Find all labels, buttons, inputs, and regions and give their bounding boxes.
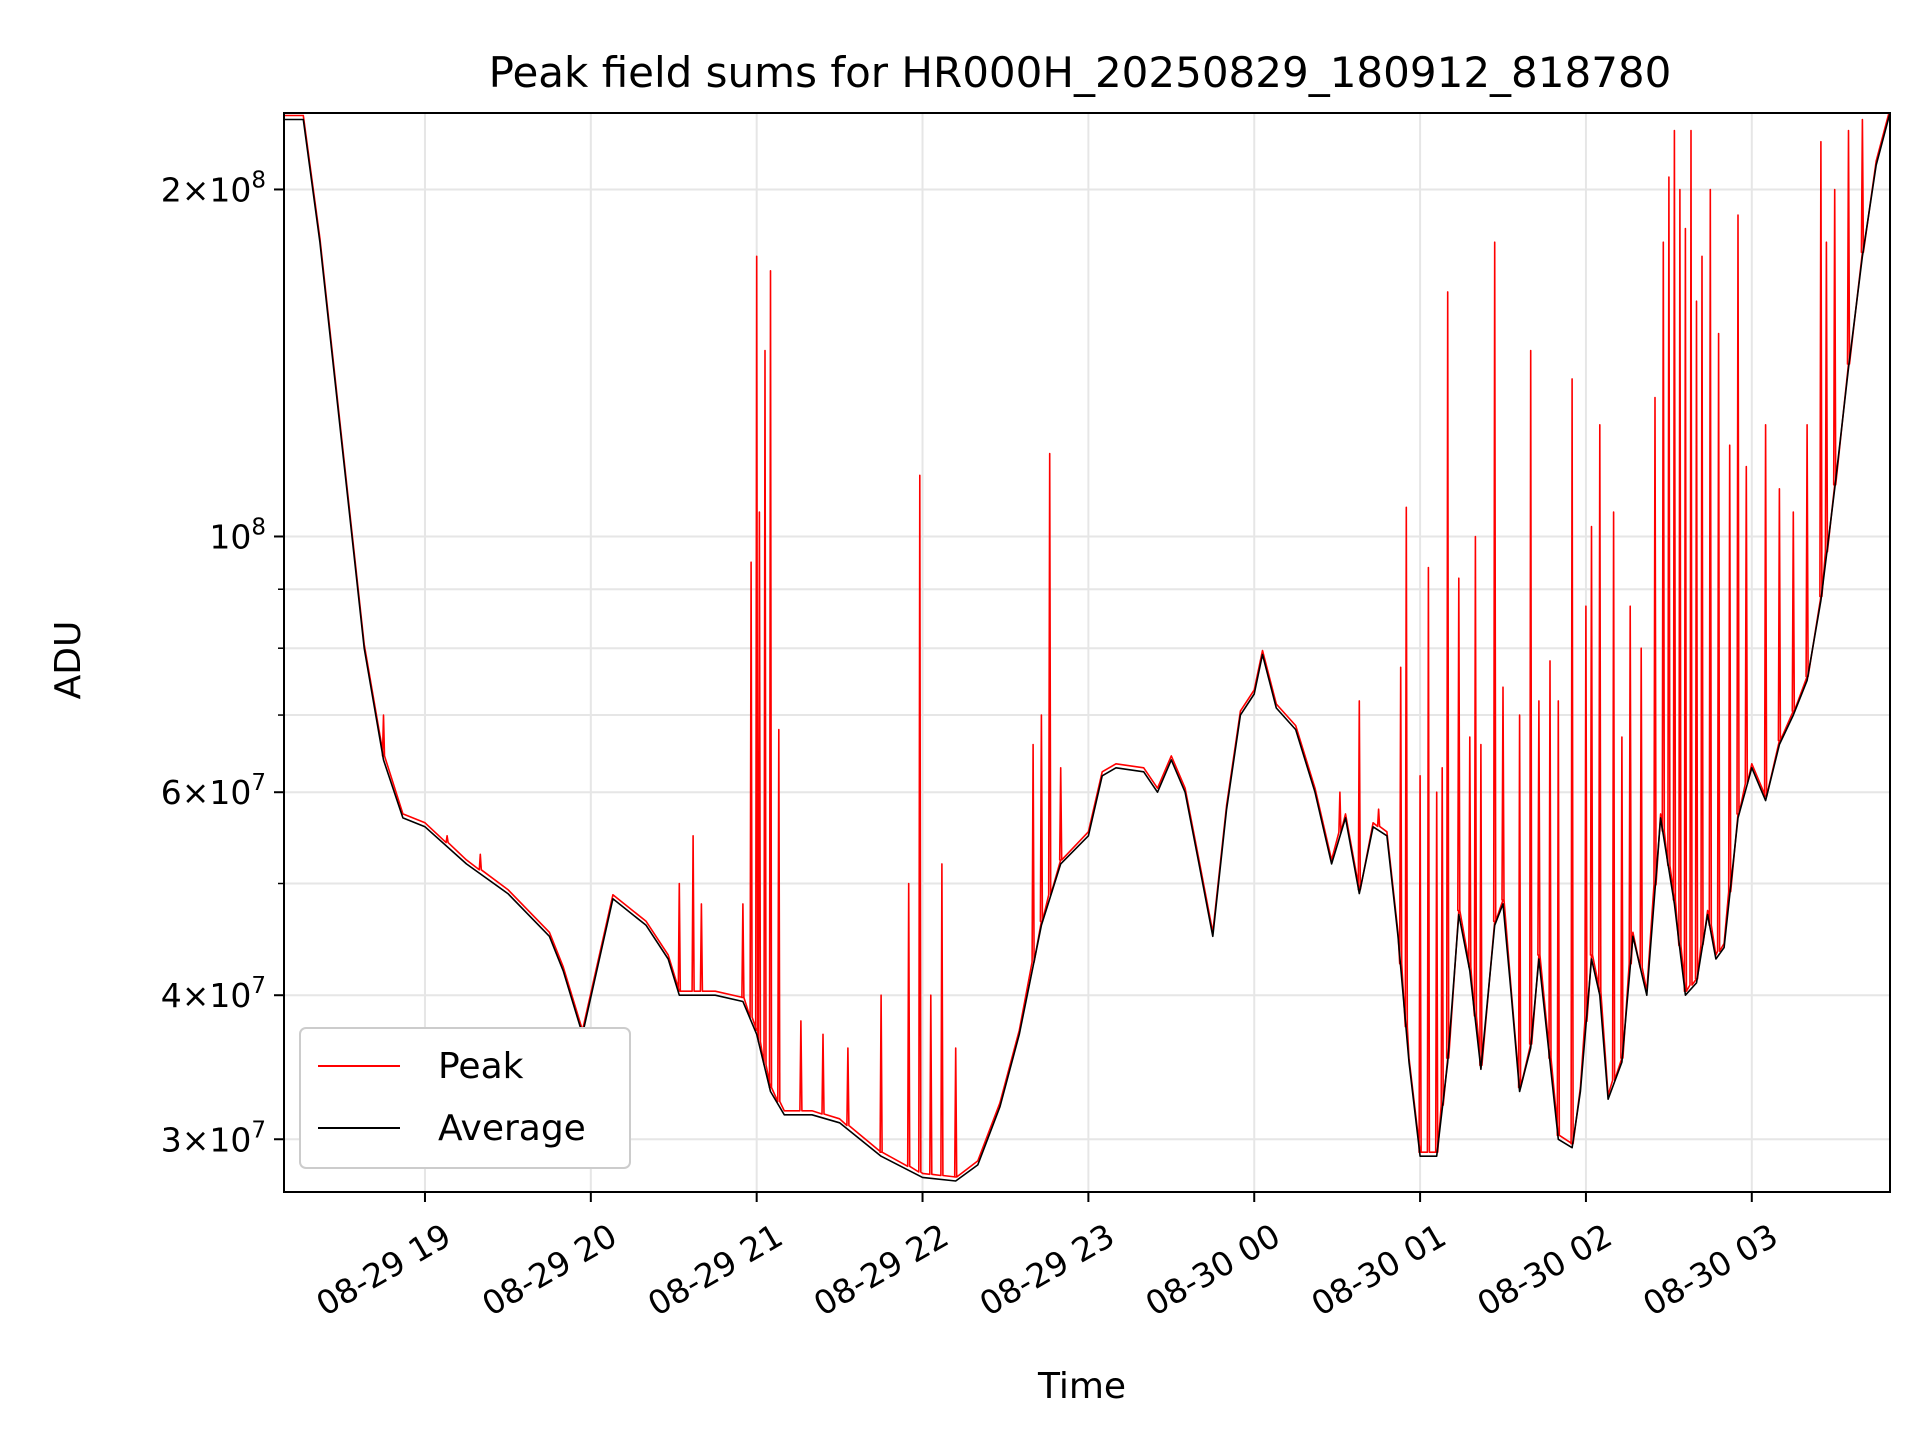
y-axis-label: ADU <box>48 621 89 700</box>
legend-box <box>299 1027 631 1169</box>
y-tick-label: 6×107 <box>161 770 266 812</box>
y-tick-label: 3×107 <box>161 1117 266 1159</box>
legend-label-peak: Peak <box>438 1046 524 1087</box>
y-tick-label: 4×107 <box>161 973 266 1015</box>
legend-label-average: Average <box>438 1108 586 1149</box>
y-tick-label: 2×108 <box>161 167 266 209</box>
x-axis-label: Time <box>1037 1366 1126 1407</box>
chart-title: Peak field sums for HR000H_20250829_1809… <box>489 48 1672 97</box>
series-line-peak <box>284 113 1890 1178</box>
y-tick-label: 108 <box>209 514 266 556</box>
legend: Peak Average <box>299 1027 631 1169</box>
plot-area <box>284 113 1890 1182</box>
series-line-average <box>284 113 1890 1182</box>
plot-frame <box>283 112 1891 1193</box>
grid <box>284 113 1890 1192</box>
